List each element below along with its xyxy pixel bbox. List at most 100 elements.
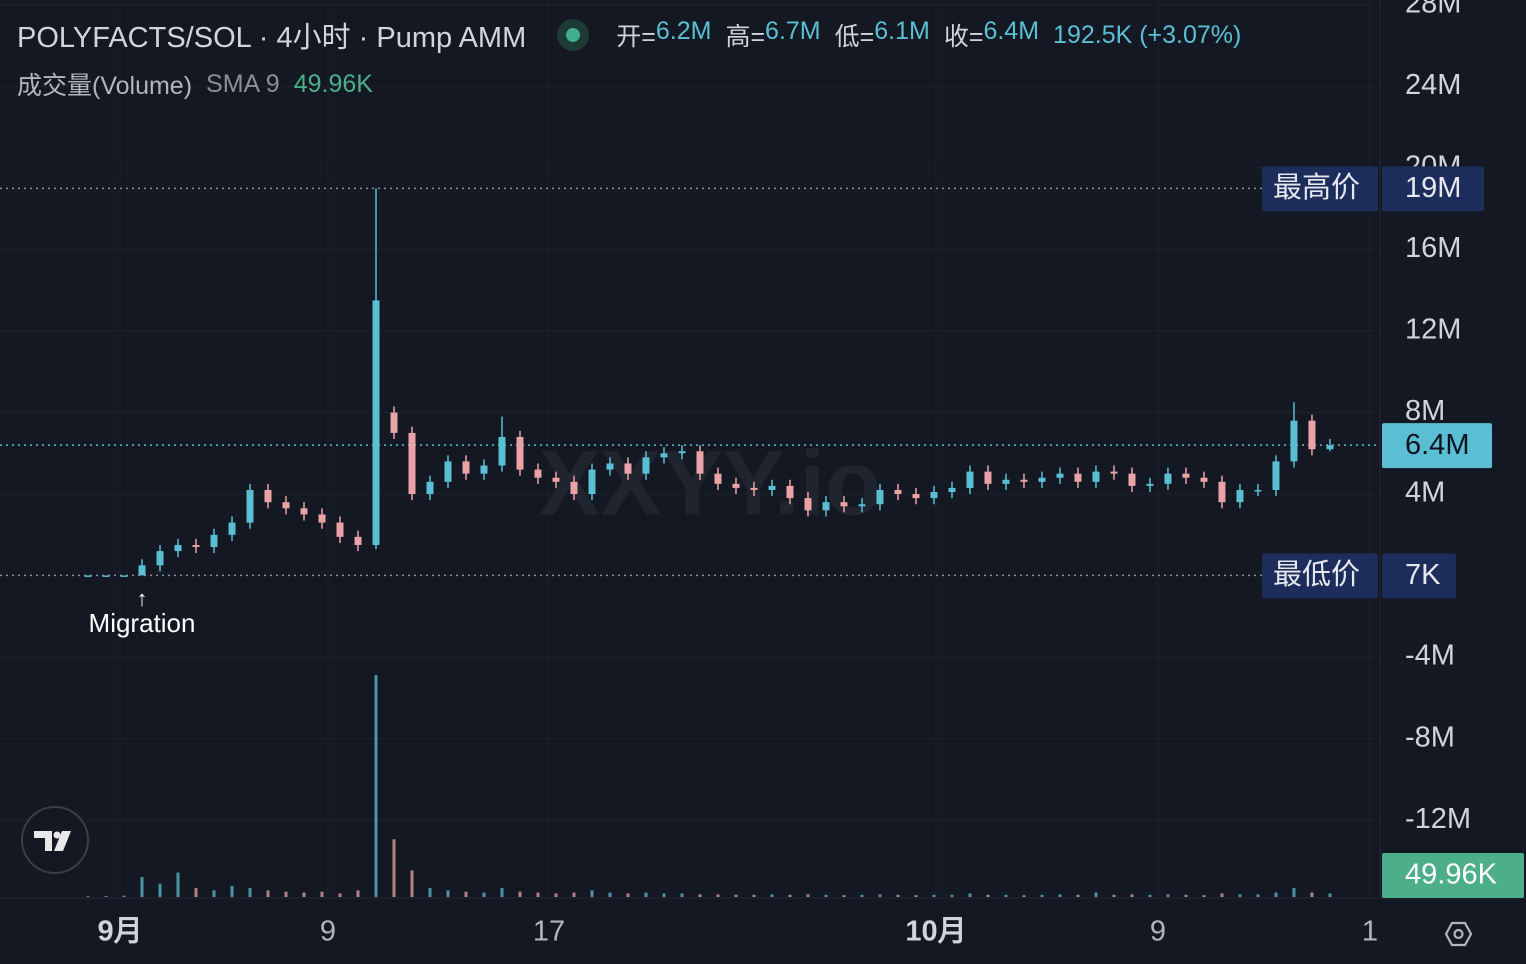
candle-body (120, 575, 128, 577)
volume-bar (626, 893, 630, 897)
candle-body (822, 502, 830, 511)
x-tick-label: 9月 (97, 916, 142, 948)
gear-hole (1453, 928, 1464, 940)
volume-bar (860, 894, 864, 897)
volume-bar (1058, 894, 1062, 897)
volume-bar (1310, 892, 1314, 897)
logo-dot (53, 831, 61, 839)
volume-bar (338, 893, 342, 897)
ohlc-value: 6.7M (765, 17, 821, 45)
y-tick-label: 4M (1405, 477, 1445, 509)
plot: ↑Migration (0, 187, 1380, 897)
candle-body (1182, 473, 1190, 478)
volume-bar (662, 893, 666, 897)
volume-bar (518, 891, 522, 897)
candle-body (498, 436, 506, 466)
volume-bar (644, 892, 648, 897)
candle-body (246, 489, 254, 523)
volume-value: 49.96K (293, 69, 373, 98)
candle-body (804, 498, 812, 511)
y-tick-label: 28M (1405, 0, 1461, 20)
volume-bar (284, 891, 288, 897)
volume-bar (914, 895, 918, 897)
volume-bar (1220, 893, 1224, 897)
logo-ring (21, 806, 89, 874)
candle-body (462, 461, 470, 474)
candle-body (786, 485, 794, 499)
gear (1444, 921, 1473, 947)
volume-bar (140, 877, 144, 897)
volume-bar (212, 890, 216, 897)
tv-logo[interactable] (21, 806, 89, 874)
candle-body (1272, 461, 1280, 490)
y-tick-label: -4M (1405, 640, 1455, 672)
y-tick-label: 8M (1405, 395, 1445, 427)
candle-body (390, 412, 398, 433)
candle-body (1290, 420, 1298, 462)
candle-body (354, 536, 362, 545)
candle-body (102, 575, 110, 577)
volume-bar (1040, 894, 1044, 897)
volume-bar (1004, 894, 1008, 897)
volume-bar (734, 894, 738, 897)
volume-bar (842, 895, 846, 897)
price-line-value-bg (1382, 553, 1456, 599)
candle-body (426, 481, 434, 495)
candle-body (192, 544, 200, 548)
header: POLYFACTS/SOL · 4小时 · Pump AMM 开= 6.2M 高= 6… (17, 14, 1241, 56)
ohlc-label: 高= (725, 23, 766, 51)
candle-body (750, 487, 758, 490)
candle-body (732, 483, 740, 488)
volume-bar (932, 894, 936, 897)
volume-bar (878, 894, 882, 897)
volume-bar (122, 895, 126, 897)
volume-indicator: SMA 9 (206, 69, 280, 98)
candle-body (606, 463, 614, 470)
candle-body (264, 489, 272, 503)
candle-body (210, 534, 218, 548)
candle-body (534, 469, 542, 478)
candle-body (1020, 479, 1028, 482)
settings-icon[interactable] (1444, 921, 1473, 947)
volume-bar (590, 890, 594, 897)
ohlc-label: 低= (834, 23, 875, 51)
volume-bar (86, 896, 90, 897)
y-tick-label: 16M (1405, 232, 1461, 264)
candle-body (642, 457, 650, 474)
volume-bar (806, 894, 810, 897)
price-line-label-bg (1262, 553, 1378, 599)
candle-body (840, 502, 848, 507)
volume-legend: 成交量(Volume) SMA 9 49.96K (17, 66, 373, 102)
volume-badge-bg (1382, 853, 1524, 898)
symbol-title: POLYFACTS/SOL · 4小时 · Pump AMM (17, 22, 527, 54)
volume-bar (608, 892, 612, 897)
candle-body (1200, 477, 1208, 482)
volume-bar (1148, 894, 1152, 897)
volume-bar (230, 885, 234, 897)
volume-bar (464, 891, 468, 897)
candle-body (1056, 473, 1064, 478)
price-line-value: 19M (1405, 172, 1461, 204)
volume-bar (410, 870, 414, 897)
candle-body (894, 489, 902, 495)
volume-bar (680, 893, 684, 897)
candle-body (552, 477, 560, 482)
volume-bar (698, 894, 702, 897)
volume-bar (572, 892, 576, 897)
candle-body (1164, 473, 1172, 484)
candle-body (1002, 479, 1010, 484)
annotation-text: Migration (89, 608, 196, 638)
volume-bar (374, 675, 378, 897)
volume-bar (1184, 894, 1188, 897)
ohlc-value: 6.4M (983, 17, 1040, 45)
volume-bar (950, 894, 954, 897)
logo-mark (34, 831, 71, 851)
candle-body (138, 565, 146, 576)
candle-body (1254, 489, 1262, 492)
y-tick-label: -8M (1405, 721, 1455, 753)
candle-body (1038, 477, 1046, 482)
candle-body (1236, 489, 1244, 503)
volume-bar (752, 894, 756, 897)
volume-bar (356, 890, 360, 897)
